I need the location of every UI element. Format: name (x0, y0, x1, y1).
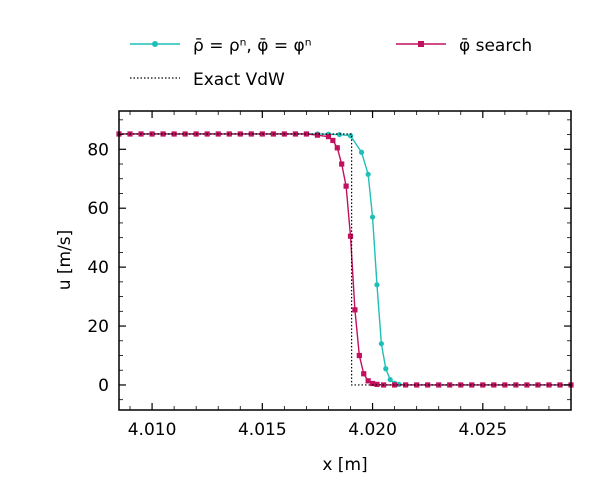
series-2-line (119, 133, 571, 386)
series-2-point (339, 161, 345, 167)
series-2-point (369, 380, 376, 387)
series-2-point (557, 382, 563, 388)
x-tick-label: 4.010 (128, 420, 177, 440)
series-2-point (502, 382, 508, 388)
series-2-point (469, 382, 475, 388)
series-2-point (403, 382, 409, 388)
y-axis-label: u [m/s] (55, 230, 75, 291)
legend-series-1-label: ρ̄ = ρⁿ, φ̄ = φⁿ (193, 36, 311, 56)
series-2-point (480, 382, 486, 388)
plot-frame (118, 110, 572, 411)
legend-series-3-label: Exact VdW (193, 70, 285, 90)
y-tick-label: 20 (87, 317, 109, 337)
x-tick-label: 4.020 (348, 420, 397, 440)
series-2-point (365, 378, 371, 384)
series-2-point (414, 382, 420, 388)
legend-series-2-label: φ̄ search (459, 36, 532, 56)
series-2-point (352, 307, 358, 313)
series-2-point (237, 131, 243, 137)
series-2-point (425, 382, 431, 388)
legend: ρ̄ = ρⁿ, φ̄ = φⁿ φ̄ search Exact VdW (130, 36, 532, 90)
series-2-point (248, 131, 254, 137)
series-1-point (369, 214, 376, 220)
series-2-point (149, 131, 155, 137)
series-1-point (358, 149, 365, 155)
x-tick-label: 4.015 (238, 420, 287, 440)
series-1-point (374, 282, 380, 288)
y-tick-label: 0 (98, 376, 109, 396)
series-2-point (303, 131, 310, 137)
series-layer (116, 131, 574, 388)
series-2-point (314, 132, 321, 138)
series-1-point (383, 366, 389, 372)
series-2-point (182, 131, 188, 137)
series-3-line (119, 133, 571, 386)
series-2-point (160, 131, 166, 137)
series-2-point (226, 131, 232, 137)
series-3 (119, 133, 571, 386)
series-2-point (259, 131, 265, 137)
series-2-point (330, 137, 336, 144)
y-tick-label: 60 (87, 199, 109, 219)
x-axis-label: x [m] (322, 455, 367, 475)
series-2-point (546, 382, 552, 388)
y-tick-label: 40 (87, 258, 109, 278)
series-2-point (334, 145, 340, 151)
series-2-point (343, 183, 349, 189)
series-1-point (378, 341, 384, 347)
y-tick-label: 80 (87, 140, 109, 160)
series-1 (116, 131, 574, 388)
series-2-point (356, 352, 362, 359)
x-tick-label: 4.025 (458, 420, 507, 440)
series-1-point (365, 171, 371, 177)
series-2-point (171, 131, 177, 137)
series-2-point (392, 382, 398, 388)
series-1-point (336, 131, 343, 138)
series-2-point (347, 233, 354, 239)
legend-series-1-marker (152, 41, 158, 47)
series-1-point (387, 377, 393, 383)
series-2-point (325, 134, 332, 140)
legend-series-2-marker (418, 41, 424, 47)
series-2 (116, 131, 574, 388)
series-2-point (491, 382, 497, 388)
ticks-layer: 4.010 4.015 4.020 4.025 0 20 40 60 80 (87, 111, 571, 440)
series-2-point (361, 371, 367, 377)
series-1-line (119, 133, 571, 386)
